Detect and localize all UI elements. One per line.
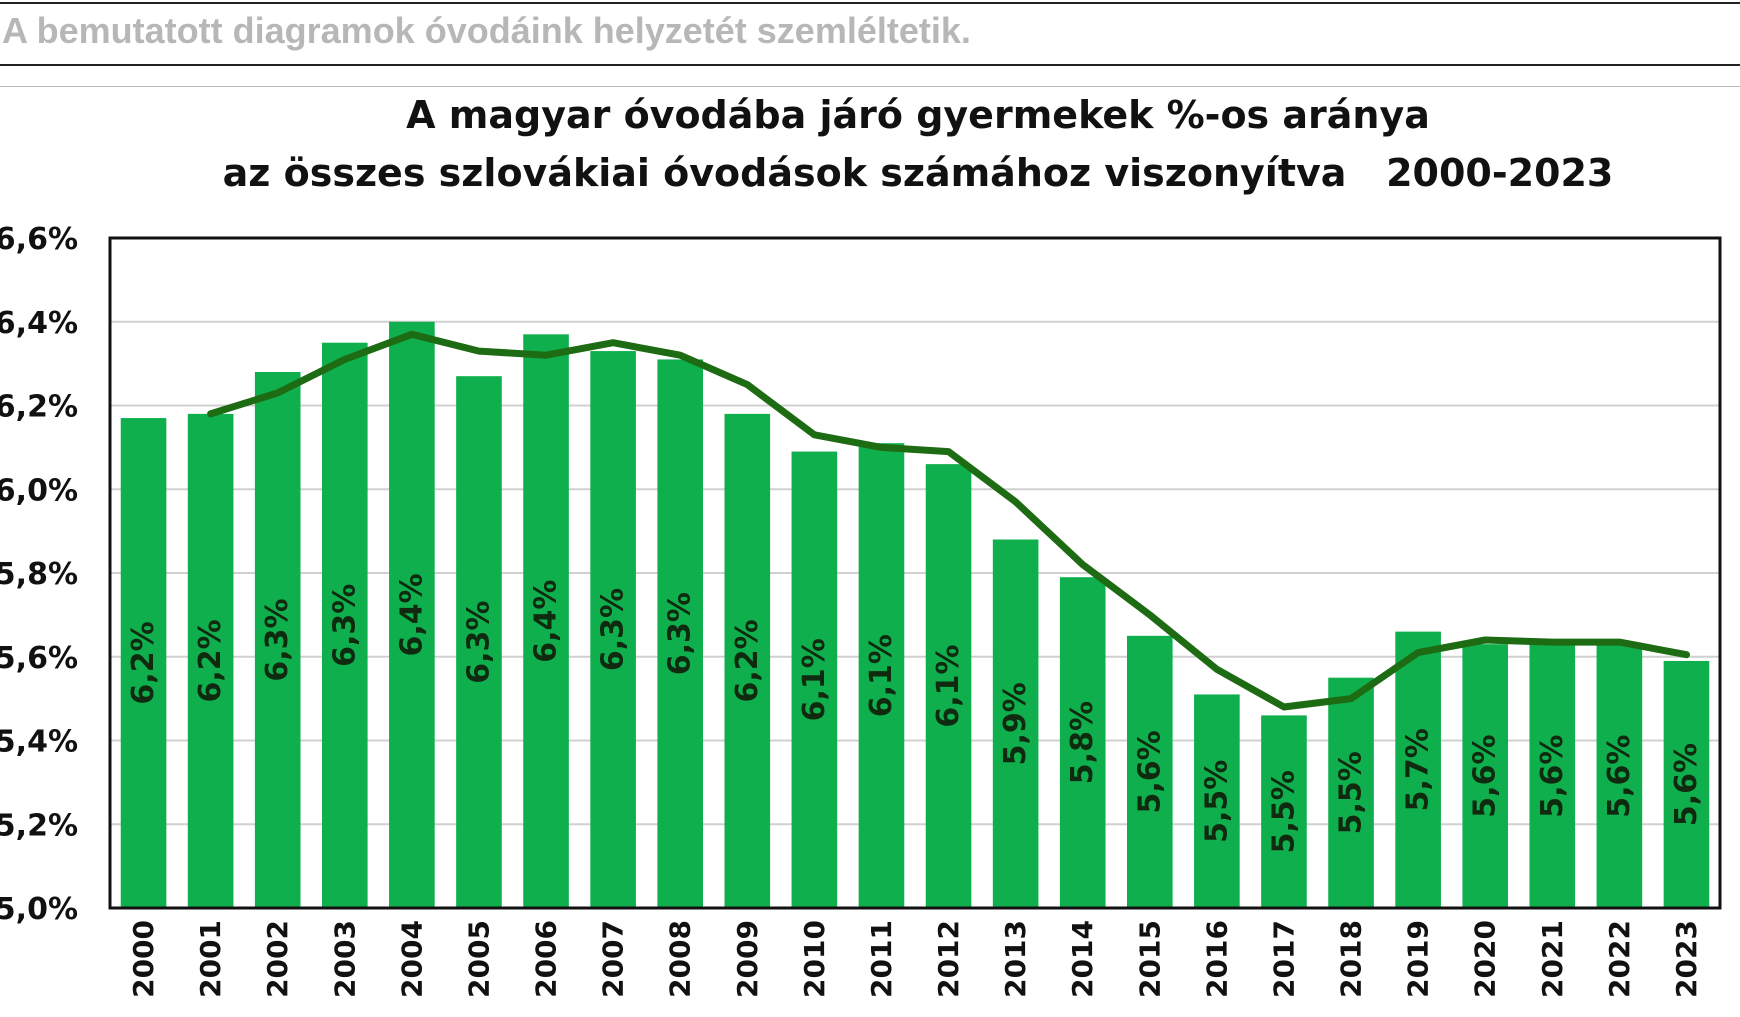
separator-rule	[0, 64, 1740, 66]
y-tick-label: 5,2%	[0, 808, 78, 843]
data-label: 6,4%	[528, 580, 563, 663]
bar-chart: A magyar óvodába járó gyermekek %-os ará…	[0, 93, 1722, 998]
x-tick-label: 2003	[328, 920, 361, 998]
data-label: 6,3%	[461, 601, 496, 684]
x-tick-label: 2008	[664, 920, 697, 998]
bar	[992, 539, 1039, 908]
y-tick-label: 6,4%	[0, 306, 78, 341]
data-label: 5,6%	[1468, 734, 1503, 817]
y-tick-label: 5,6%	[0, 641, 78, 676]
data-label: 6,2%	[193, 619, 228, 702]
y-axis-ticks: 5,0% 5,2% 5,4% 5,6% 5,8% 6,0% 6,2% 6,4% 6,6%	[0, 222, 78, 927]
x-tick-label: 2010	[798, 920, 831, 998]
data-label: 6,2%	[730, 619, 765, 702]
x-tick-label: 2021	[1536, 920, 1569, 998]
gridlines	[110, 320, 1720, 826]
bar	[1663, 660, 1710, 908]
x-tick-label: 2000	[127, 920, 160, 998]
x-tick-label: 2022	[1603, 920, 1636, 998]
intro-text: A bemutatott diagramok óvodáink helyzeté…	[2, 10, 971, 51]
bar	[925, 464, 972, 908]
bar	[1059, 577, 1106, 908]
y-tick-label: 5,4%	[0, 725, 78, 760]
data-label: 5,6%	[1132, 730, 1167, 813]
bar	[1328, 677, 1374, 908]
y-tick-label: 6,6%	[0, 222, 78, 257]
data-label: 5,5%	[1266, 770, 1301, 853]
data-label: 5,5%	[1199, 760, 1234, 843]
data-label: 5,7%	[1401, 728, 1436, 811]
bar	[657, 359, 704, 908]
bar	[791, 451, 838, 908]
trend-line-path	[207, 330, 1690, 711]
x-tick-label: 2007	[597, 920, 630, 998]
data-label: 5,6%	[1602, 735, 1637, 818]
bar	[590, 351, 636, 908]
data-label: 6,1%	[864, 634, 899, 717]
data-label: 6,3%	[596, 588, 631, 671]
x-tick-label: 2016	[1200, 920, 1233, 998]
data-label: 6,3%	[663, 592, 698, 675]
bar	[254, 372, 301, 908]
data-label: 6,3%	[327, 584, 362, 667]
x-axis-ticks: 2000 2001 2002 2003 2004 2005 2006 2007 2008 2009…	[127, 920, 1703, 998]
bar	[1462, 644, 1509, 908]
bar	[1596, 644, 1643, 908]
x-tick-label: 2001	[194, 920, 227, 998]
plot-frame	[108, 236, 1722, 910]
bar	[456, 376, 502, 908]
data-label: 5,6%	[1669, 743, 1704, 826]
x-tick-label: 2002	[261, 920, 294, 998]
data-label: 6,3%	[260, 598, 295, 681]
x-tick-label: 2012	[932, 920, 965, 998]
data-label: 5,5%	[1334, 751, 1369, 834]
bar	[1194, 694, 1240, 908]
bar	[1261, 715, 1307, 908]
chart-subtitle: az összes szlovákiai óvodások számához v…	[223, 151, 1614, 195]
y-tick-label: 6,2%	[0, 390, 78, 425]
bar	[523, 334, 569, 908]
x-tick-label: 2018	[1335, 920, 1368, 998]
bar	[389, 321, 435, 908]
y-tick-label: 6,0%	[0, 473, 78, 508]
x-tick-label: 2015	[1133, 920, 1166, 998]
top-rule	[0, 2, 1740, 4]
bar	[858, 443, 905, 908]
bar	[1395, 631, 1441, 908]
x-tick-label: 2006	[530, 920, 563, 998]
data-label: 6,2%	[126, 621, 161, 704]
x-tick-label: 2009	[731, 920, 764, 998]
trend-line	[207, 330, 1690, 711]
x-tick-label: 2004	[395, 920, 428, 998]
x-tick-label: 2020	[1469, 920, 1502, 998]
data-label: 6,1%	[797, 638, 832, 721]
separator-rule-light	[0, 86, 1740, 87]
data-label: 6,1%	[931, 644, 966, 727]
bar	[321, 342, 368, 908]
bars	[120, 321, 1710, 908]
bar	[1529, 644, 1576, 908]
x-tick-label: 2013	[999, 920, 1032, 998]
x-tick-label: 2019	[1402, 920, 1435, 998]
x-tick-label: 2023	[1670, 920, 1703, 998]
data-label: 5,9%	[998, 682, 1033, 765]
data-labels: 6,2% 6,2% 6,3% 6,3% 6,4% 6,3% 6,4% 6,3% 6,3% 6,2%…	[126, 573, 1704, 853]
data-label: 5,6%	[1535, 735, 1570, 818]
bar	[120, 418, 167, 908]
data-label: 6,4%	[394, 573, 429, 656]
x-tick-label: 2005	[463, 920, 496, 998]
bar	[187, 413, 234, 908]
x-tick-label: 2017	[1268, 920, 1301, 998]
x-tick-label: 2014	[1066, 920, 1099, 998]
x-tick-label: 2011	[865, 920, 898, 998]
chart-title: A magyar óvodába járó gyermekek %-os ará…	[406, 93, 1430, 137]
data-label: 5,8%	[1065, 701, 1100, 784]
bar	[724, 413, 771, 908]
y-tick-label: 5,0%	[0, 892, 78, 927]
bar	[1126, 635, 1173, 908]
y-tick-label: 5,8%	[0, 557, 78, 592]
